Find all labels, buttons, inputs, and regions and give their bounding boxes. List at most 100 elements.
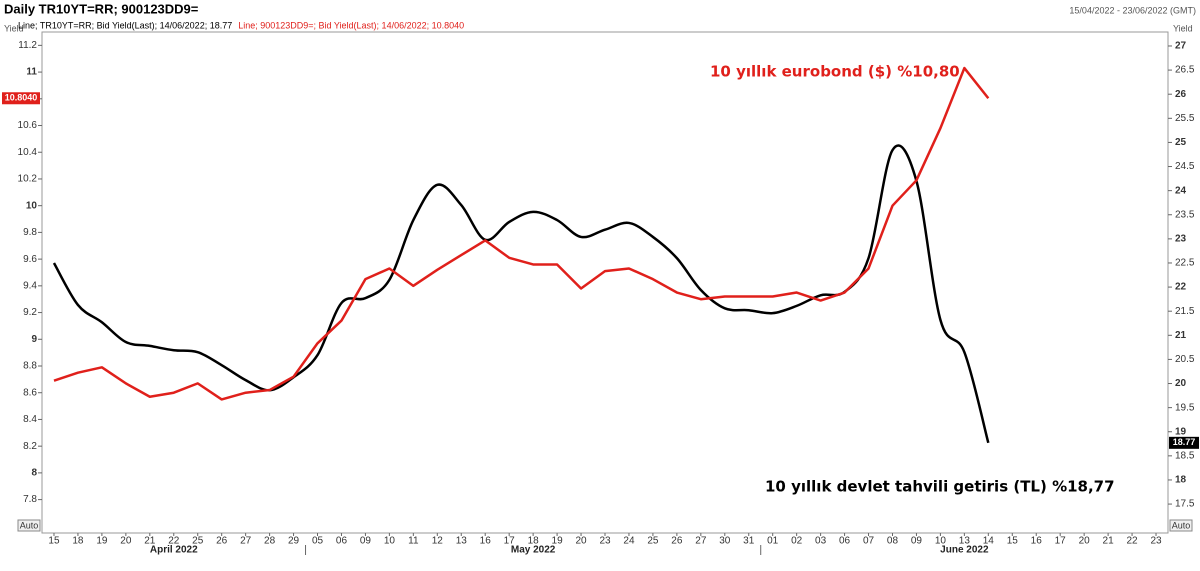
x-tick-label: 03	[815, 536, 827, 547]
x-tick-label: 14	[983, 536, 995, 547]
y-tick-label: 7.8	[23, 494, 37, 505]
x-tick-label: 18	[528, 536, 540, 547]
y-tick-label: 10.6	[18, 120, 38, 131]
y-tick-label: 8	[31, 468, 37, 479]
month-label: May 2022	[511, 545, 556, 556]
annotation: 10 yıllık devlet tahvili getiris (TL) %1…	[765, 478, 1115, 496]
y2-tick-label: 22.5	[1175, 258, 1195, 269]
x-tick-label: 17	[504, 536, 516, 547]
month-label: April 2022	[150, 545, 198, 556]
y-tick-label: 9.6	[23, 254, 37, 265]
x-tick-label: 13	[959, 536, 971, 547]
y-axis-label: Yield	[4, 23, 24, 33]
y2-tick-label: 26	[1175, 89, 1187, 100]
series-line	[53, 66, 990, 401]
x-tick-label: 10	[935, 536, 947, 547]
auto-button-label[interactable]: Auto	[20, 520, 39, 530]
y2-tick-label: 20	[1175, 378, 1187, 389]
x-tick-label: 25	[192, 536, 204, 547]
x-tick-label: 01	[767, 536, 779, 547]
y-tick-label: 8.8	[23, 361, 37, 372]
auto-button-label[interactable]: Auto	[1172, 520, 1191, 530]
x-tick-label: 26	[671, 536, 683, 547]
y2-tick-label: 18	[1175, 475, 1187, 486]
y2-tick-label: 19.5	[1175, 402, 1195, 413]
legend-entry: Line; 900123DD9=; Bid Yield(Last); 14/06…	[238, 20, 464, 30]
x-tick-label: 23	[1150, 536, 1162, 547]
x-tick-label: 07	[863, 536, 875, 547]
x-tick-label: 27	[240, 536, 252, 547]
auto-button[interactable]	[17, 519, 41, 532]
y2-tick-label: 20.5	[1175, 354, 1195, 365]
y2-tick-label: 25.5	[1175, 113, 1195, 124]
y2-tick-label: 24	[1175, 185, 1187, 196]
y2-tick-label: 25	[1175, 137, 1187, 148]
x-tick-label: 02	[791, 536, 803, 547]
x-tick-label: 24	[623, 536, 635, 547]
x-tick-label: 26	[216, 536, 228, 547]
y2-tick-label: 24.5	[1175, 161, 1195, 172]
y2-tick-label: 18.5	[1175, 450, 1195, 461]
y-tick-label: 9.8	[23, 227, 37, 238]
y2-tick-label: 21.5	[1175, 306, 1195, 317]
x-tick-label: 06	[839, 536, 851, 547]
x-tick-label: 20	[1079, 536, 1091, 547]
x-tick-label: 10	[384, 536, 396, 547]
x-tick-label: 18	[72, 536, 84, 547]
chart-title: Daily TR10YT=RR; 900123DD9=	[4, 1, 199, 16]
y2-tick-label: 21	[1175, 330, 1187, 341]
y-tick-label: 9	[31, 334, 37, 345]
x-tick-label: 20	[120, 536, 132, 547]
last-value-label: 18.77	[1173, 437, 1196, 447]
x-tick-label: 12	[432, 536, 444, 547]
x-tick-label: 16	[480, 536, 492, 547]
y-tick-label: 10.4	[18, 147, 38, 158]
x-tick-label: 31	[743, 536, 755, 547]
y-tick-label: 10	[26, 200, 38, 211]
x-tick-label: 25	[647, 536, 659, 547]
y2-tick-label: 23	[1175, 234, 1187, 245]
x-tick-label: 05	[312, 536, 324, 547]
x-tick-label: 13	[456, 536, 468, 547]
x-tick-label: 28	[264, 536, 276, 547]
x-tick-label: 30	[719, 536, 731, 547]
y2-tick-label: 19	[1175, 426, 1187, 437]
y2-axis-label: Yield	[1173, 23, 1193, 33]
y-tick-label: 9.2	[23, 307, 37, 318]
y-tick-label: 10.2	[18, 174, 38, 185]
y2-tick-label: 22	[1175, 282, 1187, 293]
legend-entry: Line; TR10YT=RR; Bid Yield(Last); 14/06/…	[18, 20, 232, 30]
y-tick-label: 8.6	[23, 387, 37, 398]
x-tick-label: 22	[168, 536, 180, 547]
x-tick-label: 21	[1103, 536, 1115, 547]
x-tick-label: 06	[336, 536, 348, 547]
last-value-label: 10.8040	[5, 93, 38, 103]
x-tick-label: 19	[552, 536, 564, 547]
y2-tick-label: 27	[1175, 41, 1187, 52]
x-tick-label: 22	[1127, 536, 1139, 547]
x-tick-label: 15	[48, 536, 60, 547]
y-tick-label: 9.4	[23, 280, 37, 291]
x-tick-label: 15	[1007, 536, 1019, 547]
y-tick-label: 8.2	[23, 441, 37, 452]
x-tick-label: 08	[887, 536, 899, 547]
x-tick-label: 23	[599, 536, 611, 547]
last-value-tag	[1169, 436, 1199, 449]
y-tick-label: 11.2	[18, 40, 37, 51]
y2-tick-label: 17.5	[1175, 499, 1195, 510]
date-range: 15/04/2022 - 23/06/2022 (GMT)	[1069, 5, 1196, 15]
x-tick-label: 11	[408, 536, 419, 547]
annotation: 10 yıllık eurobond ($) %10,80	[710, 63, 960, 81]
x-tick-label: 20	[575, 536, 587, 547]
x-tick-label: 27	[695, 536, 707, 547]
x-tick-label: 29	[288, 536, 300, 547]
x-tick-label: 17	[1055, 536, 1067, 547]
y-tick-label: 8.4	[23, 414, 37, 425]
y2-tick-label: 23.5	[1175, 209, 1195, 220]
x-tick-label: 09	[911, 536, 923, 547]
y-tick-label: 11	[26, 67, 37, 78]
month-label: June 2022	[940, 545, 989, 556]
auto-button[interactable]	[1169, 519, 1193, 532]
